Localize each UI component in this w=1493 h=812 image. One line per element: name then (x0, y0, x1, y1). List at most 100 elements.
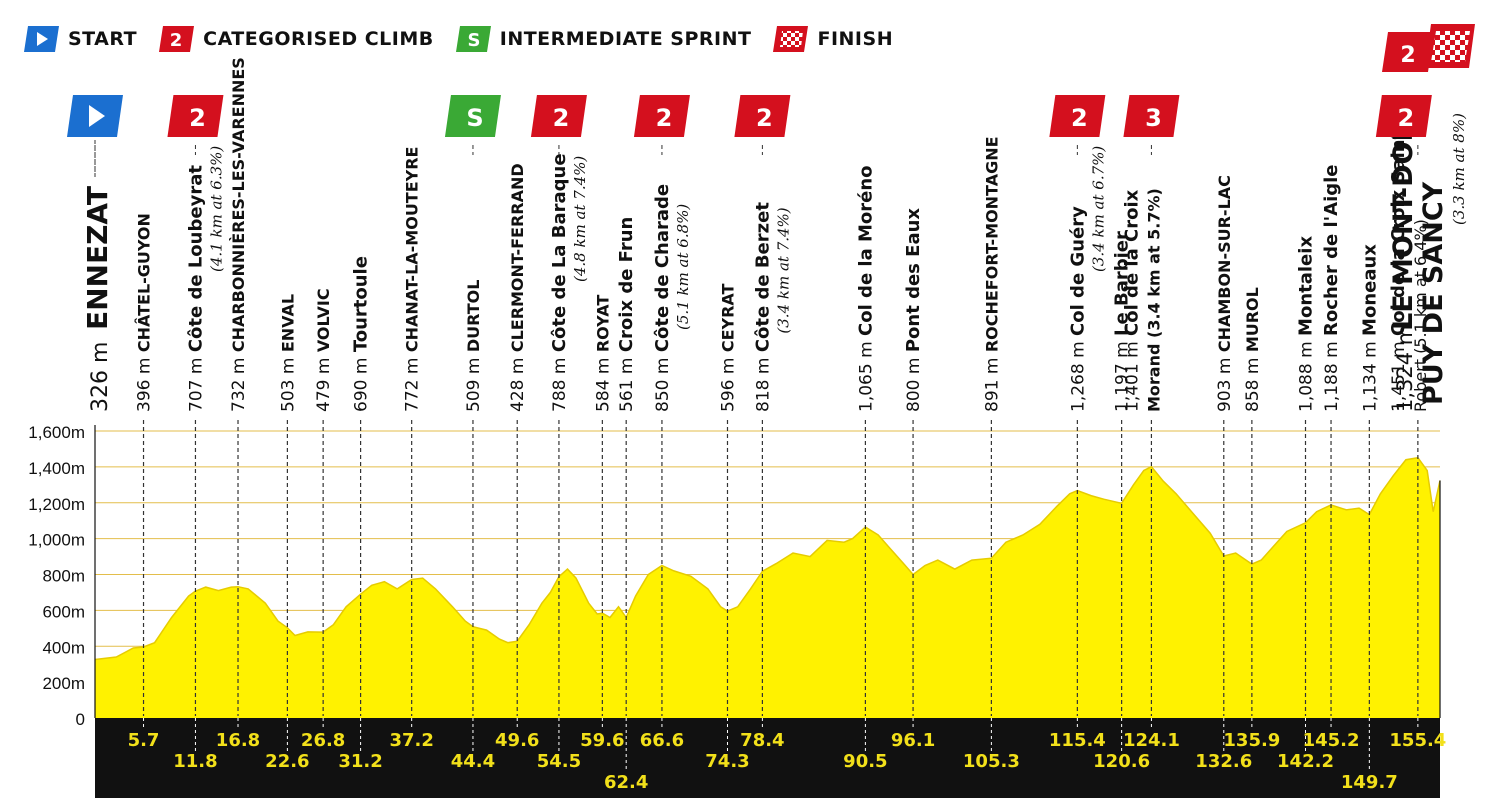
waypoint-altitude: 818 m (753, 352, 773, 412)
waypoint-note: Morand (3.4 km at 5.7%) (1144, 188, 1163, 412)
sprint-flag-text: S (467, 30, 480, 51)
climb-flag-marker (1123, 95, 1180, 137)
waypoint-label: 584 m ROYAT (593, 295, 613, 412)
start-town-name: ENNEZAT (81, 186, 114, 330)
waypoint-name: CHÂTEL-GUYON (135, 213, 154, 352)
km-label: 16.8 (216, 730, 260, 751)
waypoint-altitude: 1,451 m (1389, 336, 1409, 412)
finish-town-name: LE MONT-DORE (1388, 102, 1419, 330)
waypoint-label: 690 m Tourtoule (351, 256, 372, 412)
waypoint-name: ENVAL (278, 294, 297, 352)
waypoint-altitude: 850 m (653, 352, 673, 412)
start-altitude: 326 m (88, 342, 113, 412)
waypoint-note: (3.4 km at 6.7%) (1089, 146, 1107, 272)
waypoint-altitude: 584 m (593, 352, 613, 412)
waypoint-altitude: 858 m (1243, 352, 1263, 412)
km-label: 96.1 (891, 730, 935, 751)
waypoint-label: 1,088 m Montaleix (1296, 236, 1317, 412)
waypoint-name: CEYRAT (718, 283, 737, 352)
waypoint-altitude: 1,268 m (1068, 336, 1088, 412)
y-axis: 0 200m 400m 600m 800m 1,000m 1,200m 1,400m 1,600… (28, 423, 1441, 729)
climb-category: 2 (756, 104, 773, 132)
climb-category: 2 (553, 104, 570, 132)
waypoint-altitude: 1,401 m (1122, 336, 1142, 412)
climb-category: 2 (1398, 104, 1415, 132)
legend-climb-label: CATEGORISED CLIMB (203, 28, 434, 50)
km-label: 44.4 (451, 751, 495, 772)
y-tick-label: 400m (42, 638, 85, 657)
km-label: 142.2 (1277, 751, 1334, 772)
km-label: 145.2 (1303, 730, 1360, 751)
waypoint-note: (3.4 km at 7.4%) (774, 207, 792, 333)
waypoint-label: 479 m VOLVIC (314, 288, 334, 412)
waypoint-altitude: 903 m (1215, 352, 1235, 412)
finish-climb-marker (1382, 32, 1434, 72)
waypoint-altitude: 509 m (464, 352, 484, 412)
km-label: 66.6 (640, 730, 684, 751)
waypoint-altitude: 891 m (982, 352, 1002, 412)
waypoint-altitude: 1,088 m (1297, 336, 1317, 412)
waypoint-name: MUROL (1243, 287, 1262, 352)
waypoint-label: 772 m CHANAT-LA-MOUTEYRE (403, 147, 423, 413)
sprint-flag-icon: S (455, 26, 491, 52)
climb-flag-text: 2 (170, 30, 183, 51)
waypoint-name: Tourtoule (351, 256, 372, 352)
waypoint-label: 561 m Croix de Frun (616, 217, 637, 412)
waypoint-name: Montaleix (1296, 236, 1317, 336)
km-label: 5.7 (128, 730, 160, 751)
y-tick-label: 1,200m (28, 495, 85, 514)
legend-start: START (22, 25, 137, 53)
y-tick-label: 200m (42, 674, 85, 693)
waypoint-name: VOLVIC (314, 288, 333, 352)
waypoint-name: Pont des Eaux (903, 208, 924, 353)
waypoint-altitude: 707 m (186, 352, 206, 412)
climb-flag-icon: 2 (159, 26, 195, 52)
km-label: 54.5 (537, 751, 581, 772)
waypoint-label: 503 m ENVAL (278, 294, 298, 412)
waypoint-altitude: 788 m (550, 352, 570, 412)
finish-summit-name: PUY DE SANCY (1418, 181, 1449, 405)
distance-band: 5.7 11.816.822.626.831.2 37.2 44.449.654.55… (95, 718, 1446, 798)
climb-flag-marker (1375, 95, 1432, 137)
waypoint-label: 509 m DURTOL (464, 280, 484, 412)
waypoint-name: CHANAT-LA-MOUTEYRE (403, 147, 422, 353)
km-label: 105.3 (963, 751, 1020, 772)
y-tick-label: 600m (42, 602, 85, 621)
start-flag-icon (24, 26, 59, 52)
waypoint-altitude: 428 m (508, 352, 528, 412)
waypoint-label: 1,134 m Moneaux (1359, 244, 1380, 412)
waypoint-name: Côte de La Baraque (549, 153, 570, 352)
waypoint-label: 800 m Pont des Eaux (903, 208, 924, 412)
km-label: 37.2 (389, 730, 433, 751)
waypoint-label: 707 m Côte de Loubeyrat (185, 165, 206, 412)
km-label: 155.4 (1389, 730, 1446, 751)
waypoint-name: ROCHEFORT-MONTAGNE (982, 136, 1001, 352)
waypoint-label: 858 m MUROL (1243, 287, 1263, 412)
waypoint-note: Robert (5.1 km at 6.4%) (1411, 219, 1430, 412)
waypoint-label: 891 m ROCHEFORT-MONTAGNE (982, 136, 1002, 412)
km-band (95, 718, 1440, 798)
start-arrow-icon (89, 105, 105, 127)
km-label: 132.6 (1195, 751, 1252, 772)
waypoint-name: CHAMBON-SUR-LAC (1215, 175, 1234, 352)
waypoint-altitude: 800 m (904, 352, 924, 412)
finish-altitude: 1,324 m (1393, 325, 1417, 412)
climb-category: 2 (189, 104, 206, 132)
climb-flag-marker (530, 95, 587, 137)
waypoint-name: CHARBONNIÈRES-LES-VARENNES (229, 57, 248, 352)
waypoint-name: Rocher de l'Aigle (1321, 164, 1342, 335)
km-label: 149.7 (1341, 772, 1398, 793)
waypoint-name: ROYAT (593, 295, 612, 353)
waypoint-leaders (94, 140, 1419, 716)
waypoint-label: 818 m Côte de Berzet (752, 202, 773, 412)
waypoint-note: (4.8 km at 7.4%) (571, 156, 589, 282)
climb-category: 3 (1145, 104, 1162, 132)
waypoint-altitude: 479 m (314, 352, 334, 412)
km-label: 59.6 (580, 730, 624, 751)
climb-flag-marker (734, 95, 791, 137)
km-label: 90.5 (843, 751, 887, 772)
waypoint-altitude: 732 m (229, 352, 249, 412)
waypoint-name: Le Barbier (1112, 231, 1133, 336)
waypoint-label: 1,451 m Col de la Croix Saint (1388, 130, 1409, 412)
